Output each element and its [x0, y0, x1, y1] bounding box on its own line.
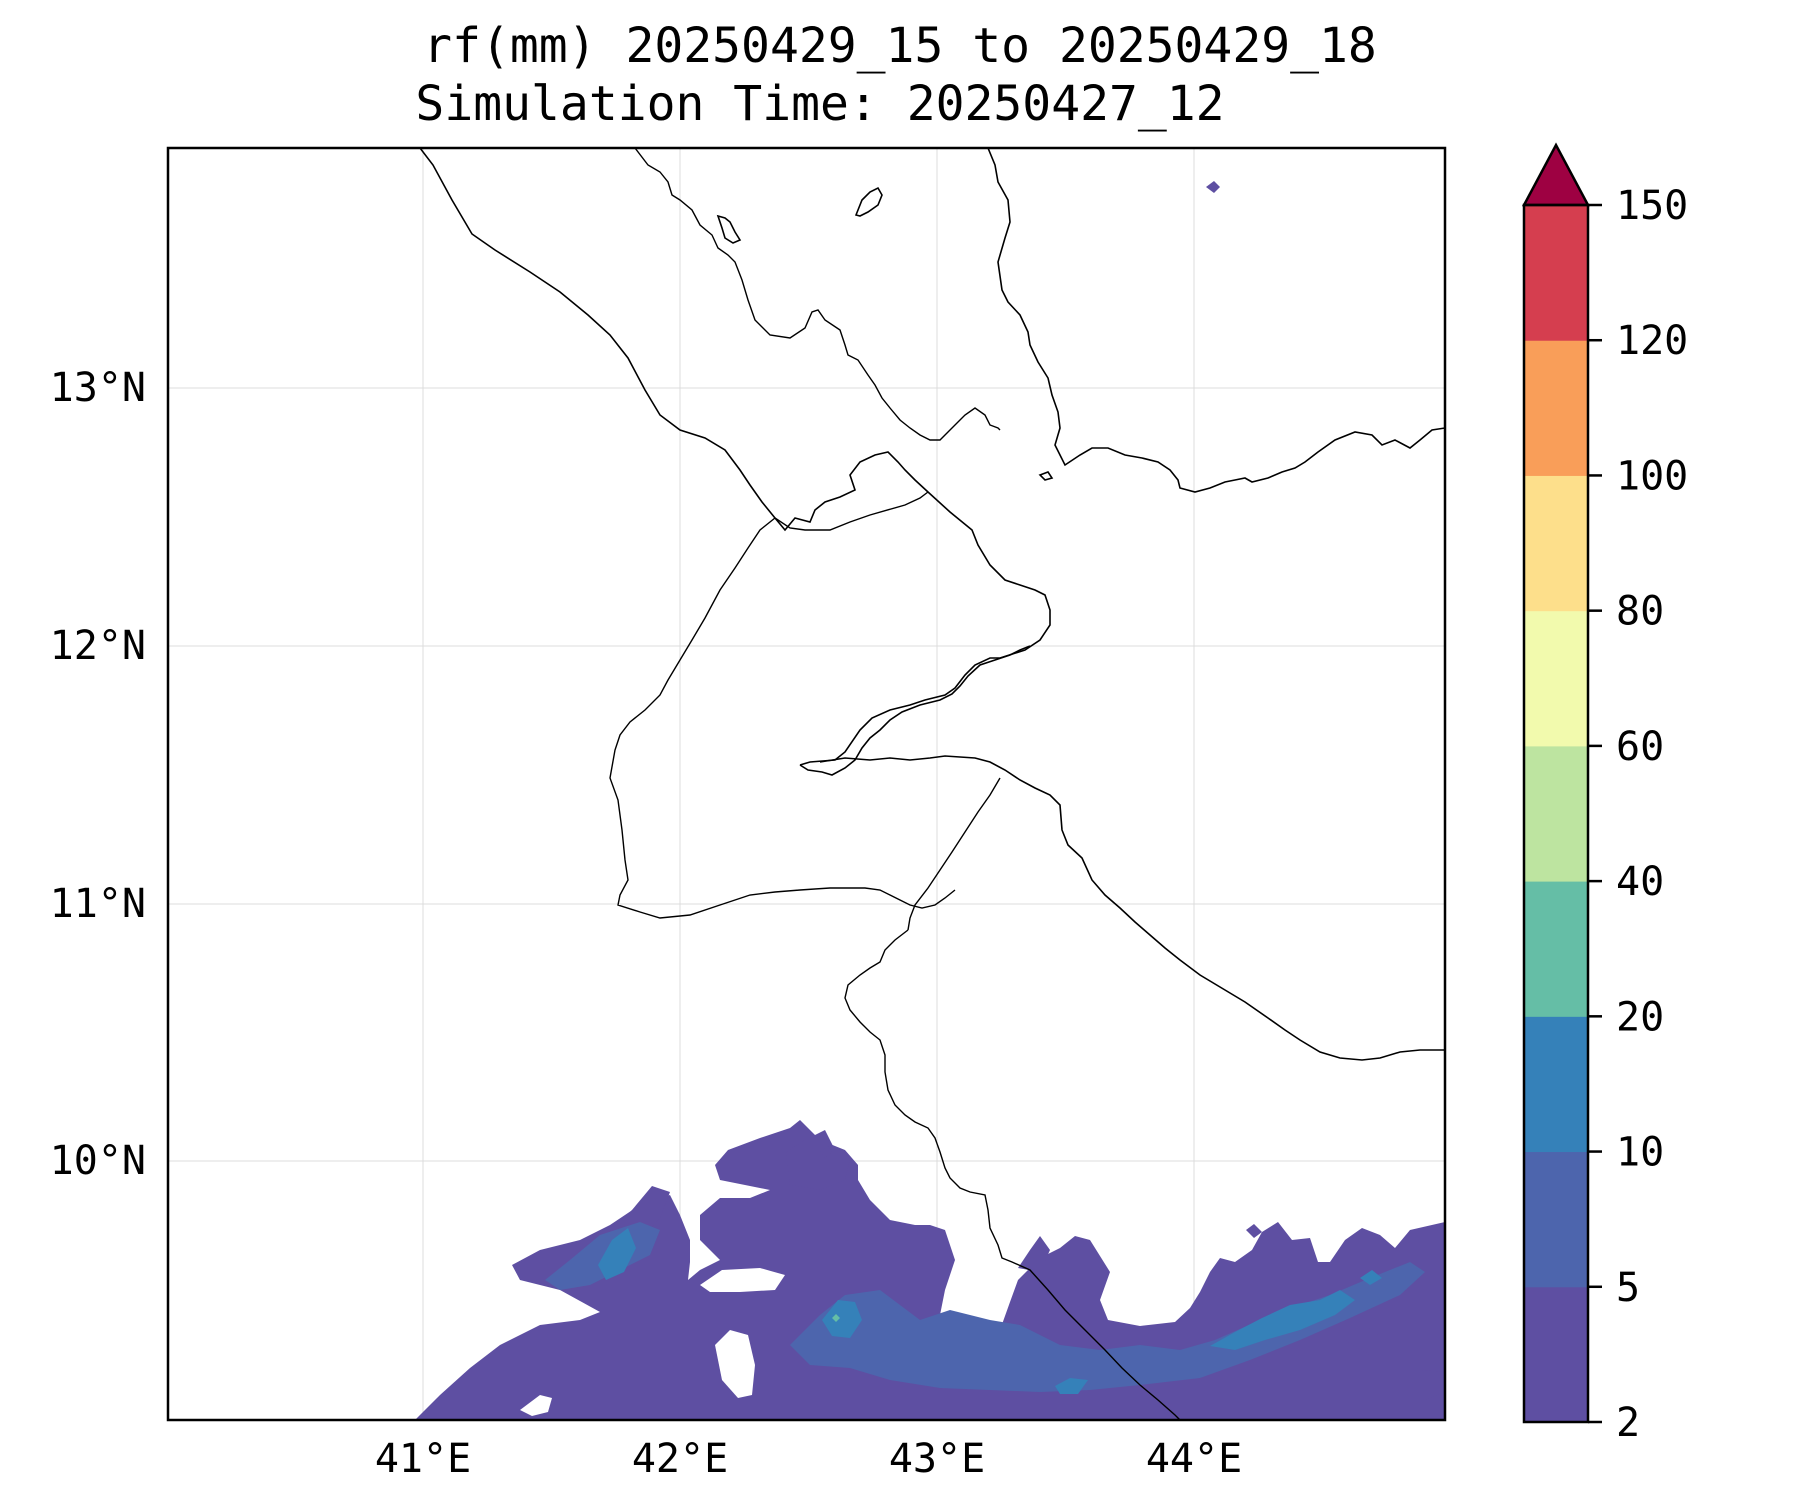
colorbar-extend-arrow [1521, 142, 1591, 207]
colorbar-tick-label: 80 [1616, 589, 1664, 635]
x-axis-labels: 41°E 42°E 43°E 44°E [375, 1436, 1242, 1482]
colorbar-tick-label: 2 [1616, 1400, 1640, 1446]
colorbar-tick-label: 150 [1616, 183, 1688, 229]
x-tick-label: 41°E [375, 1436, 471, 1482]
coastline-gulf-of-tadjoura [799, 645, 1031, 776]
colorbar-bin [1524, 475, 1588, 612]
y-tick-label: 11°N [50, 881, 146, 927]
y-tick-label: 13°N [50, 365, 146, 411]
colorbar-bin [1524, 1286, 1588, 1423]
map-title-line1: rf(mm) 20250429_15 to 20250429_18 [423, 18, 1377, 74]
colorbar-tick-label: 5 [1616, 1265, 1640, 1311]
gridlines [168, 148, 1445, 1420]
colorbar-tick-label: 120 [1616, 318, 1688, 364]
colorbar-bin [1524, 205, 1588, 341]
border-djibouti-ethiopia [609, 517, 956, 919]
x-tick-label: 43°E [889, 1436, 985, 1482]
colorbar: 2 5 10 20 40 60 80 100 120 150 [1521, 142, 1688, 1446]
colorbar-tick-label: 60 [1616, 724, 1664, 770]
island-dahlak [854, 186, 883, 217]
colorbar-tick-label: 100 [1616, 453, 1688, 499]
colorbar-bin [1524, 340, 1588, 476]
y-tick-label: 12°N [50, 623, 146, 669]
colorbar-bin [1524, 610, 1588, 747]
colorbar-bin [1524, 745, 1588, 882]
border-ethiopia-somaliland [844, 929, 1181, 1420]
coastlines-and-borders [419, 148, 1445, 1420]
colorbar-bin [1524, 1151, 1588, 1288]
colorbar-frame [1522, 203, 1590, 1424]
colorbar-ticks: 2 5 10 20 40 60 80 100 120 150 [1588, 183, 1688, 1446]
border-djibouti-somaliland [907, 777, 1001, 931]
colorbar-tick-label: 40 [1616, 859, 1664, 905]
coastline-djibouti-gulf [819, 755, 1445, 1061]
coastline-yemen [987, 148, 1445, 493]
map-frame [166, 146, 1447, 1422]
colorbar-bin [1524, 1016, 1588, 1153]
island-perim [1038, 471, 1054, 481]
border-eritrea-djibouti [774, 491, 929, 531]
island-small-1 [716, 214, 742, 244]
y-tick-label: 10°N [50, 1138, 146, 1184]
colorbar-bin [1524, 881, 1588, 1017]
colorbar-bins [1524, 205, 1588, 1423]
border-eritrea-ethiopia [634, 148, 1001, 441]
rainfall-field [415, 181, 1445, 1420]
map-panel [166, 146, 1447, 1422]
rainfall-10-20mm [598, 1228, 1382, 1394]
colorbar-tick-label: 10 [1616, 1130, 1664, 1176]
x-tick-label: 44°E [1146, 1436, 1242, 1482]
coastline-eritrea-africa [419, 148, 1051, 766]
rainfall-20-40mm [832, 1314, 840, 1322]
rainfall-isolated-cell [1206, 181, 1220, 193]
rainfall-gaps [520, 1268, 785, 1416]
map-title-line2: Simulation Time: 20250427_12 [415, 76, 1224, 132]
y-axis-labels: 13°N 12°N 11°N 10°N [50, 365, 146, 1184]
colorbar-tick-label: 20 [1616, 994, 1664, 1040]
x-tick-label: 42°E [632, 1436, 728, 1482]
